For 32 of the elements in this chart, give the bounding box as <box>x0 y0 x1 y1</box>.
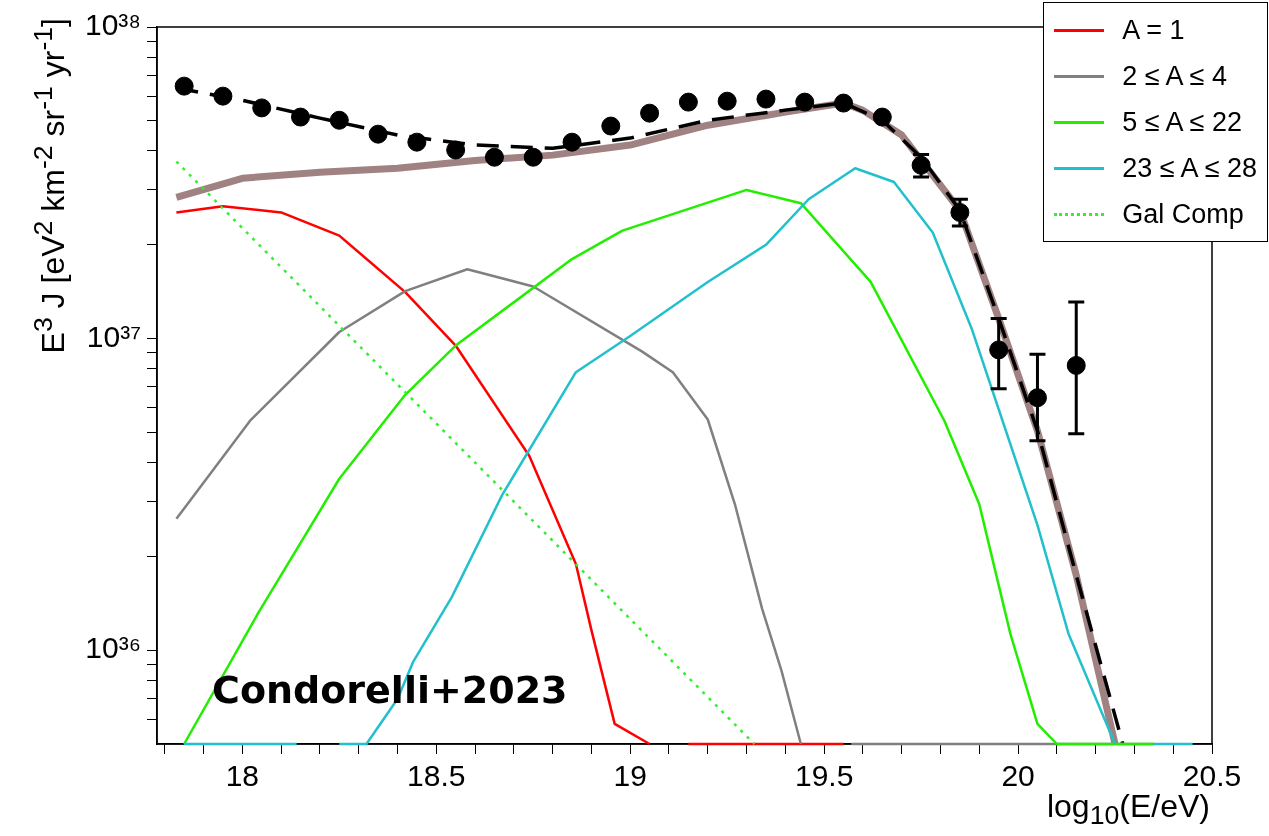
x-tick-label: 19 <box>613 759 647 793</box>
legend-label: 2 ≤ A ≤ 4 <box>1122 60 1227 92</box>
point <box>329 110 349 130</box>
point <box>834 93 854 113</box>
point <box>252 98 272 118</box>
point <box>795 92 815 112</box>
point <box>678 92 698 112</box>
point <box>756 89 776 109</box>
point <box>446 140 466 160</box>
y-tick-label: 10³⁷ <box>86 319 141 353</box>
point <box>368 124 388 144</box>
point <box>213 86 233 106</box>
legend-label: A = 1 <box>1122 14 1185 46</box>
legend-label: Gal Comp <box>1122 198 1244 230</box>
legend-label: 5 ≤ A ≤ 22 <box>1122 106 1242 138</box>
x-tick-label: 20 <box>1001 759 1035 793</box>
y-tick-label: 10³⁶ <box>85 631 141 665</box>
point <box>717 91 737 111</box>
point <box>562 132 582 152</box>
point <box>407 132 427 152</box>
x-tick-label: 18.5 <box>407 759 466 793</box>
point <box>291 107 311 127</box>
legend-label: 23 ≤ A ≤ 28 <box>1122 152 1257 184</box>
x-tick-label: 18 <box>225 759 260 793</box>
point <box>523 147 543 167</box>
point <box>640 103 660 123</box>
y-tick-label: 10³⁸ <box>84 8 141 42</box>
point <box>601 116 621 136</box>
x-tick-label: 19.5 <box>794 759 854 793</box>
point <box>872 107 892 127</box>
point <box>484 147 504 167</box>
point <box>174 76 194 96</box>
